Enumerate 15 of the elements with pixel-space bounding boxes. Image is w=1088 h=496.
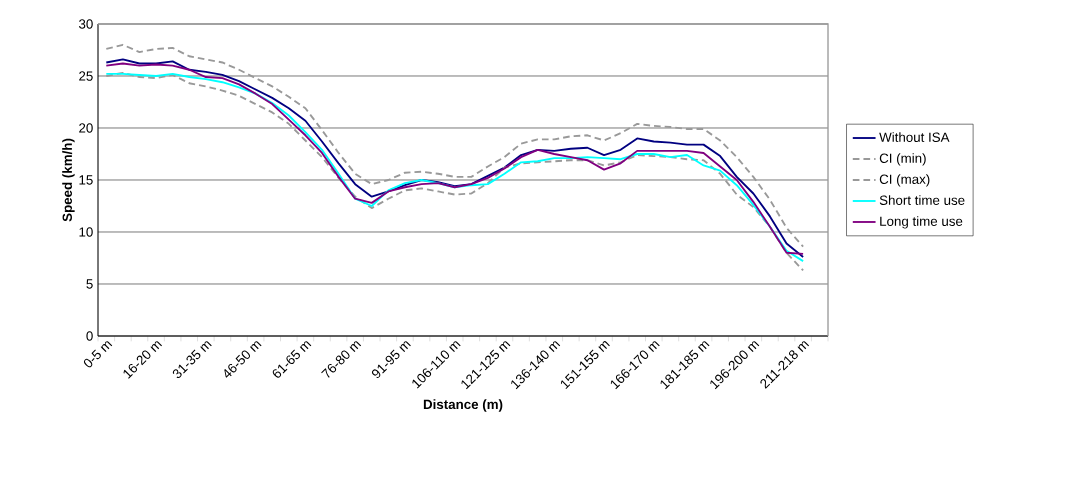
legend-label: Long time use xyxy=(880,216,963,229)
x-axis-title: Distance (m) xyxy=(423,399,503,412)
legend-label: CI (min) xyxy=(879,153,926,166)
y-tick-label: 10 xyxy=(79,227,93,237)
legend-label: Without ISA xyxy=(879,132,950,142)
y-tick-label: 5 xyxy=(86,279,93,289)
y-tick-label: 0 xyxy=(86,331,93,341)
legend-label: Short time use xyxy=(879,195,965,205)
y-tick-label: 20 xyxy=(79,123,93,133)
y-tick-label: 25 xyxy=(79,71,93,81)
y-tick-label: 30 xyxy=(78,19,93,29)
x-tick-label: 0-5 m xyxy=(83,341,113,368)
y-axis-title: Speed (km/h) xyxy=(62,138,75,222)
legend-label: CI (max) xyxy=(879,174,930,187)
y-tick-label: 15 xyxy=(79,175,93,185)
